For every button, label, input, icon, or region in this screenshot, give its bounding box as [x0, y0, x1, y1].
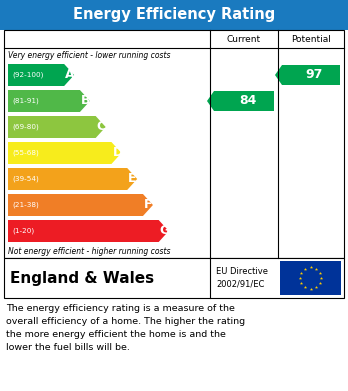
Text: B: B	[81, 95, 90, 108]
Text: 97: 97	[306, 68, 323, 81]
Text: EU Directive: EU Directive	[216, 267, 268, 276]
Polygon shape	[8, 64, 74, 86]
Text: (21-38): (21-38)	[12, 202, 39, 208]
Text: D: D	[112, 147, 123, 160]
Polygon shape	[8, 220, 169, 242]
Text: C: C	[97, 120, 106, 133]
Text: Very energy efficient - lower running costs: Very energy efficient - lower running co…	[8, 50, 171, 59]
Bar	[0, 0, 348, 30]
Text: (81-91): (81-91)	[12, 98, 39, 104]
Polygon shape	[207, 91, 274, 111]
Text: Current: Current	[227, 34, 261, 43]
Text: England & Wales: England & Wales	[10, 271, 154, 285]
Text: F: F	[144, 199, 152, 212]
Polygon shape	[8, 194, 153, 216]
Polygon shape	[8, 168, 137, 190]
Bar	[280, 261, 341, 295]
Text: 2002/91/EC: 2002/91/EC	[216, 280, 264, 289]
Text: A: A	[65, 68, 75, 81]
Polygon shape	[275, 65, 340, 85]
Polygon shape	[8, 142, 121, 164]
Text: 84: 84	[239, 95, 256, 108]
Text: (69-80): (69-80)	[12, 124, 39, 130]
Text: E: E	[128, 172, 137, 185]
Text: (39-54): (39-54)	[12, 176, 39, 182]
Bar	[4, 258, 344, 298]
Text: The energy efficiency rating is a measure of the
overall efficiency of a home. T: The energy efficiency rating is a measur…	[6, 304, 245, 352]
Polygon shape	[8, 116, 106, 138]
Polygon shape	[8, 90, 90, 112]
Text: Energy Efficiency Rating: Energy Efficiency Rating	[73, 7, 275, 23]
Text: (92-100): (92-100)	[12, 72, 44, 78]
Text: Potential: Potential	[291, 34, 331, 43]
Text: (1-20): (1-20)	[12, 228, 34, 234]
Text: (55-68): (55-68)	[12, 150, 39, 156]
Text: G: G	[160, 224, 170, 237]
Bar	[4, 30, 344, 258]
Text: Not energy efficient - higher running costs: Not energy efficient - higher running co…	[8, 246, 171, 255]
